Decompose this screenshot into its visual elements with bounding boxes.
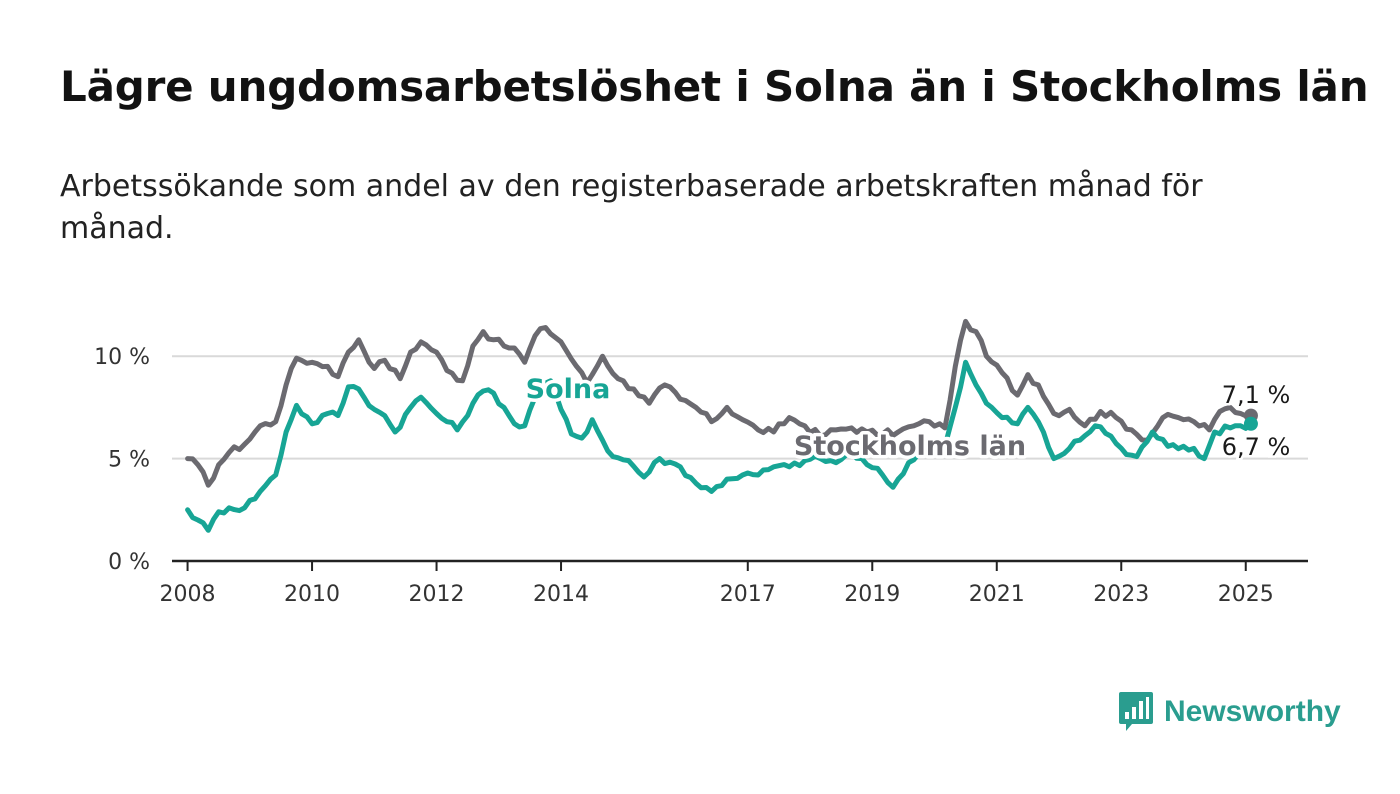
x-tick-label: 2021 (969, 582, 1025, 607)
end-value-label: 6,7 % (1222, 433, 1291, 461)
y-tick-label: 0 % (108, 550, 150, 575)
series-lines (185, 318, 1258, 533)
series-end-marker (1243, 416, 1258, 431)
y-tick-label: 5 % (108, 448, 150, 473)
series-line (185, 359, 1254, 533)
x-tick-label: 2019 (844, 582, 900, 607)
y-tick-label: 10 % (94, 345, 150, 370)
x-tick-label: 2012 (409, 582, 465, 607)
x-tick-label: 2023 (1093, 582, 1149, 607)
chart-title: Lägre ungdomsarbetslöshet i Solna än i S… (60, 62, 1369, 111)
bar-chart-icon (1119, 692, 1153, 731)
end-value-label: 7,1 % (1222, 381, 1291, 409)
series-label: Solna (526, 374, 611, 405)
gridlines (172, 355, 1308, 460)
x-tick-label: 2008 (160, 582, 216, 607)
chart-subtitle: Arbetssökande som andel av den registerb… (60, 169, 1203, 246)
x-tick-label: 2010 (284, 582, 340, 607)
axes: 0 % 5 % 10 % 2008 2010 2012 2014 2017 2019 2021 20… (94, 345, 1308, 607)
brand-logo: Newsworthy (1118, 690, 1341, 734)
x-tick-label: 2014 (533, 582, 589, 607)
x-tick-label: 2017 (720, 582, 776, 607)
x-tick-label: 2025 (1218, 582, 1274, 607)
series-labels: Stockholms län Solna 7,1 % 6,7 % (522, 371, 1293, 466)
brand-name: Newsworthy (1164, 695, 1341, 728)
series-line (185, 318, 1254, 488)
series-label: Stockholms län (794, 431, 1026, 462)
